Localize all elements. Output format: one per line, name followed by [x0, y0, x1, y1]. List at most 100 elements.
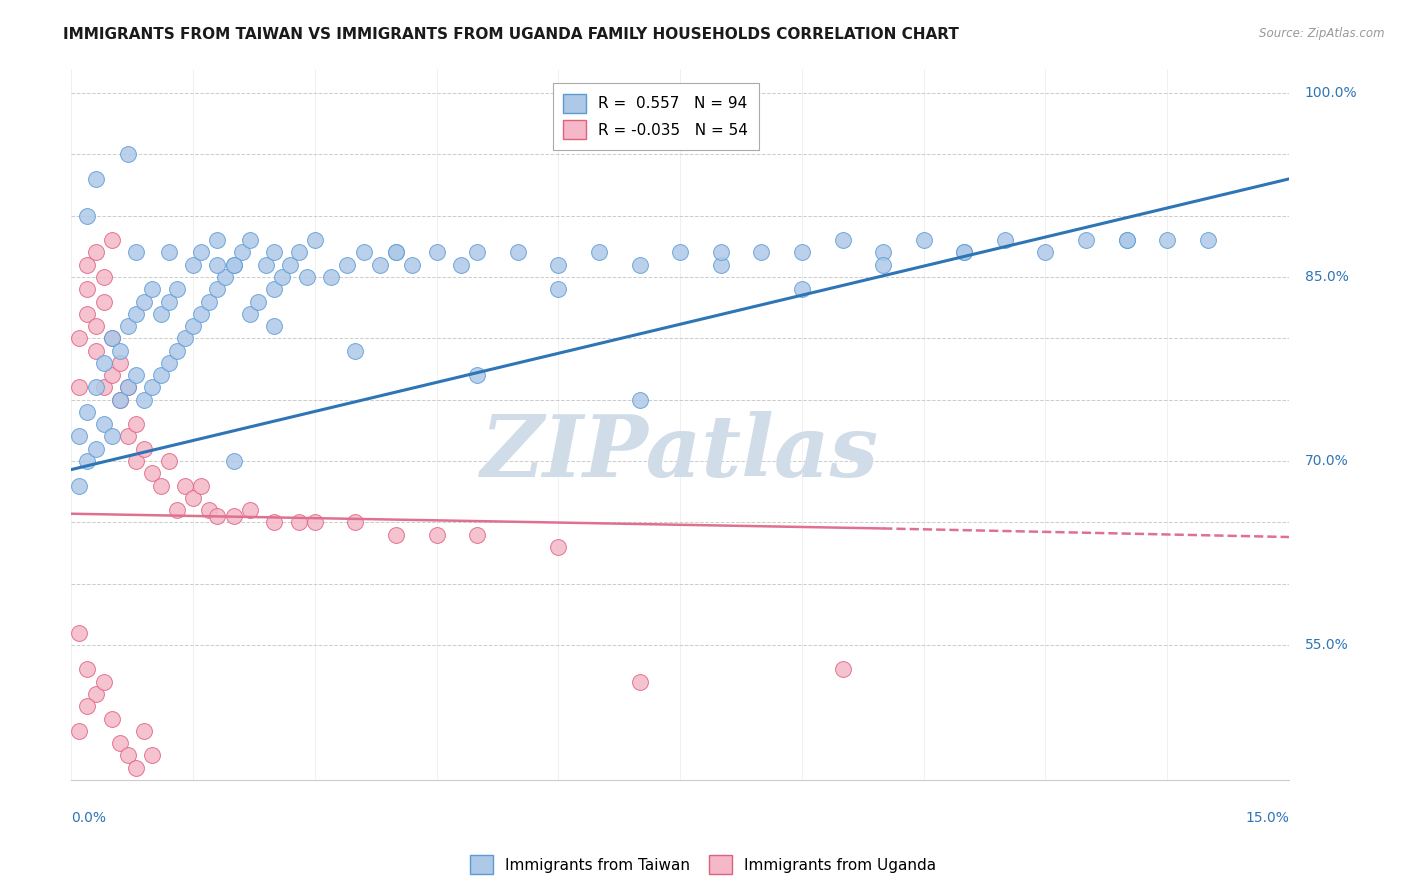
- Point: [84, 319, 107, 334]
- Point: [385, 245, 408, 260]
- Point: [67, 723, 90, 738]
- Point: [149, 478, 172, 492]
- Point: [108, 392, 131, 407]
- Point: [506, 245, 529, 260]
- Point: [385, 245, 408, 260]
- Point: [628, 674, 651, 689]
- Point: [1074, 233, 1097, 247]
- Point: [953, 245, 976, 260]
- Point: [67, 380, 90, 394]
- Point: [263, 245, 285, 260]
- Point: [344, 516, 367, 530]
- Point: [385, 527, 408, 541]
- Point: [353, 245, 375, 260]
- Point: [125, 761, 148, 775]
- Point: [831, 663, 853, 677]
- Point: [149, 368, 172, 383]
- Point: [1115, 233, 1137, 247]
- Point: [190, 245, 212, 260]
- Point: [125, 368, 148, 383]
- Point: [749, 245, 772, 260]
- Point: [222, 509, 245, 524]
- Point: [93, 270, 115, 285]
- Point: [246, 294, 269, 309]
- Point: [67, 625, 90, 640]
- Point: [710, 258, 733, 272]
- Point: [465, 245, 488, 260]
- Point: [174, 478, 197, 492]
- Point: [125, 454, 148, 468]
- Point: [401, 258, 423, 272]
- Text: 100.0%: 100.0%: [1305, 86, 1358, 100]
- Point: [198, 503, 221, 517]
- Point: [93, 674, 115, 689]
- Point: [141, 282, 163, 296]
- Legend: Immigrants from Taiwan, Immigrants from Uganda: Immigrants from Taiwan, Immigrants from …: [464, 849, 942, 880]
- Point: [1115, 233, 1137, 247]
- Point: [790, 245, 813, 260]
- Point: [222, 454, 245, 468]
- Point: [831, 233, 853, 247]
- Point: [207, 258, 229, 272]
- Point: [134, 294, 156, 309]
- Point: [93, 380, 115, 394]
- Point: [166, 503, 188, 517]
- Point: [465, 368, 488, 383]
- Text: IMMIGRANTS FROM TAIWAN VS IMMIGRANTS FROM UGANDA FAMILY HOUSEHOLDS CORRELATION C: IMMIGRANTS FROM TAIWAN VS IMMIGRANTS FRO…: [63, 27, 959, 42]
- Point: [669, 245, 692, 260]
- Point: [67, 478, 90, 492]
- Point: [125, 417, 148, 432]
- Point: [84, 245, 107, 260]
- Text: Source: ZipAtlas.com: Source: ZipAtlas.com: [1260, 27, 1385, 40]
- Point: [67, 429, 90, 443]
- Point: [117, 319, 139, 334]
- Point: [76, 405, 98, 419]
- Point: [1197, 233, 1219, 247]
- Point: [872, 245, 894, 260]
- Point: [790, 282, 813, 296]
- Point: [101, 368, 124, 383]
- Text: 0.0%: 0.0%: [72, 811, 107, 824]
- Text: ZIPatlas: ZIPatlas: [481, 411, 879, 494]
- Point: [222, 258, 245, 272]
- Point: [166, 282, 188, 296]
- Legend: R =  0.557   N = 94, R = -0.035   N = 54: R = 0.557 N = 94, R = -0.035 N = 54: [553, 83, 759, 150]
- Point: [295, 270, 318, 285]
- Point: [588, 245, 610, 260]
- Point: [547, 540, 569, 554]
- Point: [117, 147, 139, 161]
- Point: [1156, 233, 1178, 247]
- Point: [547, 258, 569, 272]
- Point: [93, 294, 115, 309]
- Point: [1035, 245, 1057, 260]
- Point: [101, 429, 124, 443]
- Point: [117, 748, 139, 763]
- Point: [134, 723, 156, 738]
- Point: [157, 356, 180, 370]
- Point: [263, 516, 285, 530]
- Point: [84, 442, 107, 456]
- Point: [101, 233, 124, 247]
- Point: [263, 282, 285, 296]
- Point: [101, 712, 124, 726]
- Point: [157, 454, 180, 468]
- Point: [84, 172, 107, 186]
- Point: [239, 503, 262, 517]
- Point: [368, 258, 391, 272]
- Point: [76, 209, 98, 223]
- Point: [994, 233, 1017, 247]
- Point: [157, 245, 180, 260]
- Point: [101, 331, 124, 345]
- Point: [450, 258, 472, 272]
- Point: [280, 258, 302, 272]
- Point: [117, 380, 139, 394]
- Point: [190, 307, 212, 321]
- Point: [239, 307, 262, 321]
- Point: [125, 245, 148, 260]
- Point: [93, 356, 115, 370]
- Point: [181, 258, 204, 272]
- Point: [710, 245, 733, 260]
- Text: 15.0%: 15.0%: [1246, 811, 1289, 824]
- Point: [84, 380, 107, 394]
- Text: 55.0%: 55.0%: [1305, 638, 1348, 652]
